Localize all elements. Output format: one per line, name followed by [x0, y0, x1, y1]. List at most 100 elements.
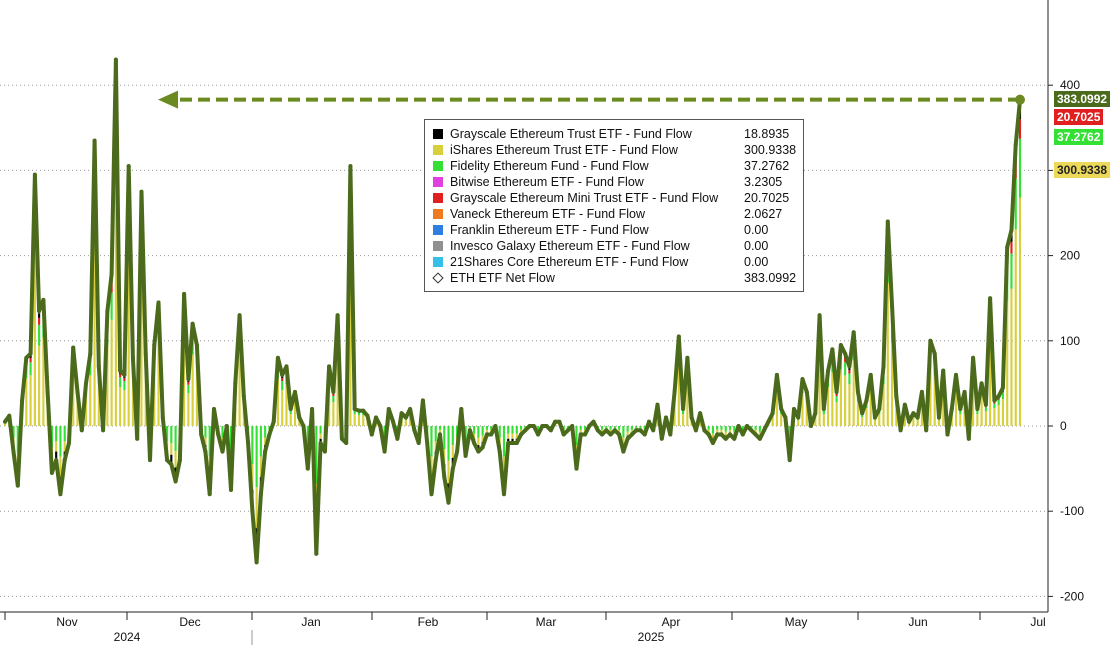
net-flow-point: [160, 415, 165, 420]
flow-bar-segment: [336, 348, 339, 426]
flow-bar-segment: [575, 426, 578, 446]
flow-bar-segment: [993, 401, 996, 404]
flow-bar-segment: [119, 373, 122, 378]
flow-bar-segment: [293, 402, 297, 426]
net-flow-point: [186, 377, 191, 382]
net-flow-point: [113, 57, 118, 62]
net-flow-point: [591, 419, 596, 424]
flow-bar-segment: [464, 426, 467, 440]
net-flow-point: [271, 419, 276, 424]
net-flow-point: [420, 398, 425, 403]
flow-bar-segment: [788, 426, 791, 442]
flow-bar-segment: [76, 402, 79, 426]
flow-bar-segment: [285, 384, 288, 426]
flow-bar-segment: [119, 387, 122, 426]
flow-bar-segment: [174, 426, 177, 451]
flow-bar-segment: [873, 420, 877, 426]
flow-bar-segment: [29, 362, 32, 376]
net-flow-point: [540, 424, 545, 428]
legend-item: ETH ETF Net Flow 383.0992: [432, 270, 797, 286]
flow-bar-segment: [434, 441, 437, 452]
net-flow-point: [395, 436, 400, 441]
x-month-label: Jan: [301, 615, 320, 629]
flow-bar-segment: [502, 426, 506, 457]
flow-bar-segment: [609, 429, 612, 433]
net-flow-point: [898, 428, 903, 433]
flow-bar-segment: [848, 367, 851, 370]
net-flow-point: [438, 432, 442, 437]
flow-bar-segment: [741, 426, 744, 430]
x-month-label: May: [785, 615, 808, 629]
flow-bar-segment: [443, 449, 446, 465]
net-flow-point: [194, 343, 199, 348]
legend-value: 20.7025: [744, 191, 790, 205]
net-flow-point: [310, 406, 315, 411]
flow-bar-segment: [780, 414, 783, 426]
net-flow-point: [96, 364, 101, 369]
legend-swatch: [433, 241, 443, 251]
flow-bar-segment: [183, 333, 186, 426]
flow-bar-segment: [878, 414, 881, 426]
flow-bar-segment: [1006, 300, 1009, 426]
flow-bar-segment: [724, 426, 727, 432]
flow-bar-segment: [438, 426, 442, 430]
net-flow-point: [830, 347, 835, 352]
flow-bar-segment: [187, 381, 190, 385]
flow-bar-segment: [716, 429, 719, 433]
legend-swatch: [433, 161, 443, 171]
net-flow-point: [429, 492, 434, 497]
flow-bar-segment: [677, 363, 680, 426]
flow-bar-segment: [298, 420, 301, 426]
net-flow-point: [966, 436, 971, 441]
flow-bar-segment: [29, 355, 32, 358]
flow-bar-segment: [1001, 392, 1005, 400]
net-flow-point: [58, 492, 63, 497]
legend-label: Bitwise Ethereum ETF - Fund Flow: [450, 175, 644, 189]
flow-bar-segment: [127, 244, 130, 426]
net-flow-point: [757, 436, 762, 441]
flow-bar-segment: [430, 456, 433, 478]
y-tick-label: 0: [1060, 419, 1067, 433]
net-flow-point: [685, 355, 690, 360]
net-flow-point: [894, 394, 899, 399]
value-tag: 37.2762: [1054, 129, 1104, 145]
net-flow-point: [877, 406, 882, 411]
legend-item: Invesco Galaxy Ethereum ETF - Fund Flow 0…: [433, 238, 795, 254]
flow-bar-segment: [997, 399, 1000, 406]
net-flow-point: [365, 413, 370, 418]
flow-bar-segment: [264, 437, 267, 446]
flow-bar-segment: [618, 429, 621, 433]
flow-bar-segment: [42, 337, 45, 426]
flow-bar-segment: [801, 393, 804, 426]
flow-bar-segment: [38, 324, 41, 346]
flow-bar-segment: [711, 433, 715, 439]
net-flow-point: [851, 330, 856, 335]
legend-value: 383.0992: [744, 271, 797, 285]
net-flow-point: [374, 415, 379, 420]
net-flow-point: [497, 449, 502, 454]
flow-bar-segment: [447, 460, 450, 484]
flow-bar-segment: [204, 426, 207, 438]
net-flow-point: [84, 381, 89, 386]
legend-item: Grayscale Ethereum Mini Trust ETF - Fund…: [433, 190, 795, 206]
flow-bar-segment: [451, 445, 454, 458]
flow-bar-segment: [430, 426, 433, 457]
flow-bar-segment: [221, 426, 224, 438]
net-flow-point: [710, 441, 715, 446]
legend-value: 2.0627: [744, 207, 783, 221]
flow-bar-segment: [1010, 253, 1013, 289]
net-flow-point: [919, 389, 924, 394]
flow-bar-segment: [848, 384, 851, 426]
net-flow-point: [621, 449, 626, 454]
legend-item: Bitwise Ethereum ETF - Fund Flow 3.2305: [433, 174, 795, 190]
net-flow-point: [975, 406, 980, 411]
flow-bar-segment: [276, 378, 280, 426]
flow-bar-segment: [856, 402, 860, 426]
flow-bar-segment: [1018, 138, 1022, 198]
net-flow-point: [130, 355, 135, 360]
net-flow-point: [446, 500, 451, 505]
flow-bar-segment: [174, 450, 177, 468]
net-flow-point: [557, 419, 562, 424]
net-flow-point: [229, 487, 234, 492]
net-flow-point: [246, 441, 251, 446]
